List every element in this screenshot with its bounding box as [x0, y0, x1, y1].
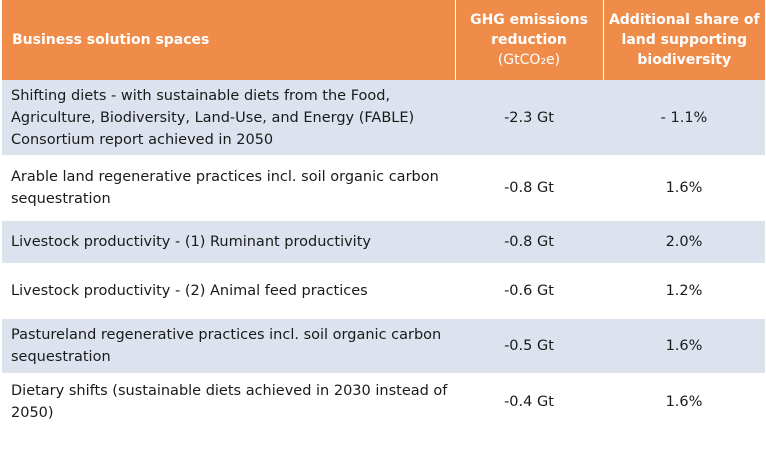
header-ghg-line1: GHG emissions: [470, 12, 588, 28]
table-row: Shifting diets - with sustainable diets …: [2, 80, 765, 156]
row-ghg-reduction: -0.6 Gt: [504, 283, 554, 299]
row-ghg-reduction: -0.5 Gt: [504, 338, 554, 354]
header-ghg-unit: (GtCO₂e): [497, 52, 561, 68]
row-ghg-reduction: -0.8 Gt: [504, 180, 554, 196]
header-row: Business solution spaces GHG emissions r…: [2, 0, 765, 80]
row-land-share: 1.6%: [665, 338, 703, 354]
header-ghg-line2: reduction: [491, 32, 567, 48]
row-land-share: 1.6%: [665, 180, 703, 196]
table-row: Pastureland regenerative practices incl.…: [2, 318, 765, 374]
row-land-share: 1.6%: [665, 394, 703, 410]
row-solution: Dietary shifts (sustainable diets achiev…: [11, 383, 448, 421]
table-header: Business solution spaces GHG emissions r…: [2, 0, 765, 80]
row-land-share: 2.0%: [665, 234, 703, 250]
row-land-share: - 1.1%: [660, 109, 708, 126]
table-row: Livestock productivity - (1) Ruminant pr…: [2, 220, 765, 264]
row-ghg-reduction: -2.3 Gt: [504, 109, 554, 126]
table-row: Dietary shifts (sustainable diets achiev…: [2, 374, 765, 430]
header-business-solution-spaces: Business solution spaces: [12, 32, 210, 48]
row-solution: Livestock productivity - (1) Ruminant pr…: [11, 234, 371, 250]
table-row: Livestock productivity - (2) Animal feed…: [2, 264, 765, 318]
row-ghg-reduction: -0.4 Gt: [504, 394, 554, 410]
row-solution: Pastureland regenerative practices incl.…: [11, 327, 442, 365]
row-ghg-reduction: -0.8 Gt: [504, 234, 554, 250]
header-ghg-emissions-reduction: GHG emissions reduction (GtCO₂e): [454, 0, 603, 80]
row-solution: Arable land regenerative practices incl.…: [11, 169, 439, 207]
header-additional-land-share: Additional share of land supporting biod…: [602, 0, 765, 80]
row-solution: Livestock productivity - (2) Animal feed…: [11, 283, 368, 299]
solutions-table: Business solution spaces GHG emissions r…: [2, 0, 765, 431]
table-body: Shifting diets - with sustainable diets …: [2, 80, 765, 430]
row-land-share: 1.2%: [665, 283, 703, 299]
row-solution: Shifting diets - with sustainable diets …: [11, 87, 415, 148]
table-row: Arable land regenerative practices incl.…: [2, 156, 765, 220]
